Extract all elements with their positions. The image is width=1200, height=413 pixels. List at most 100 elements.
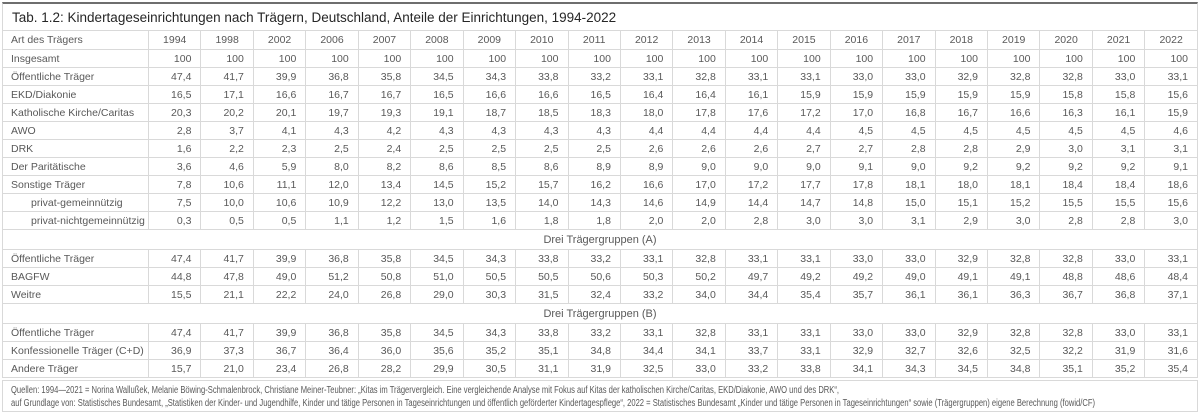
value-cell: 33,8 [515,323,569,342]
value-cell: 34,3 [882,359,936,378]
value-cell: 2,8 [882,139,936,158]
value-cell: 15,9 [829,85,884,104]
value-cell: 33,0 [829,249,884,268]
table-title: Tab. 1.2: Kindertageseinrichtungen nach … [2,2,1198,30]
year-header-cell: 2022 [1144,30,1198,50]
value-cell: 18,6 [1144,175,1198,194]
value-cell: 100 [934,49,989,68]
value-cell: 32,8 [986,323,1041,342]
value-cell: 9,2 [1091,157,1146,176]
value-cell: 16,5 [410,85,464,104]
value-cell: 33,1 [724,323,779,342]
value-cell: 33,1 [619,67,674,86]
value-cell: 32,9 [934,67,989,86]
value-cell: 15,5 [1091,193,1146,212]
value-cell: 16,5 [567,85,621,104]
value-cell: 33,2 [619,285,674,304]
value-cell: 2,8 [724,211,779,230]
value-cell: 4,4 [777,121,831,140]
value-cell: 51,0 [410,267,464,286]
value-cell: 15,7 [147,359,202,378]
value-cell: 31,6 [1144,341,1198,360]
value-cell: 31,5 [515,285,569,304]
value-cell: 17,2 [777,103,831,122]
value-cell: 49,0 [882,267,936,286]
value-cell: 2,9 [934,211,989,230]
value-cell: 32,9 [934,323,989,342]
value-cell: 4,5 [1091,121,1146,140]
value-cell: 1,5 [410,211,464,230]
value-cell: 2,6 [619,139,674,158]
value-cell: 18,7 [462,103,517,122]
value-cell: 16,6 [252,85,307,104]
section-header-row: Drei Trägergruppen (B) [2,303,1198,324]
value-cell: 1,1 [305,211,359,230]
year-header-cell: 2014 [724,30,779,50]
value-cell: 16,1 [1091,103,1146,122]
value-cell: 32,8 [1039,249,1093,268]
value-cell: 32,8 [672,249,726,268]
value-cell: 36,7 [1039,285,1093,304]
value-cell: 34,5 [934,359,989,378]
value-cell: 33,0 [882,323,936,342]
value-cell: 17,7 [777,175,831,194]
value-cell: 9,2 [1039,157,1093,176]
year-header-cell: 2016 [829,30,884,50]
value-cell: 4,3 [515,121,569,140]
value-cell: 35,4 [777,285,831,304]
row-label-cell: Öffentliche Träger [2,323,149,342]
value-cell: 47,4 [147,323,202,342]
value-cell: 32,8 [986,67,1041,86]
kita-traeger-table: Art des Trägers 1994 1998 2002 2006 2007 2008 2… [2,30,1198,378]
value-cell: 4,3 [567,121,621,140]
row-label-cell: Konfessionelle Träger (C+D) [2,341,149,360]
value-cell: 2,4 [357,139,412,158]
value-cell: 36,7 [252,341,307,360]
value-cell: 12,2 [357,193,412,212]
value-cell: 32,8 [672,323,726,342]
value-cell: 8,6 [410,157,464,176]
year-header-cell: 2010 [515,30,569,50]
value-cell: 33,2 [567,249,621,268]
value-cell: 15,1 [934,193,989,212]
value-cell: 2,9 [986,139,1041,158]
value-cell: 32,4 [567,285,621,304]
value-cell: 2,8 [934,139,989,158]
value-cell: 4,3 [305,121,359,140]
value-cell: 8,2 [357,157,412,176]
value-cell: 35,1 [515,341,569,360]
value-cell: 29,0 [410,285,464,304]
value-cell: 32,5 [619,359,674,378]
value-cell: 28,2 [357,359,412,378]
value-cell: 32,7 [882,341,936,360]
value-cell: 49,1 [934,267,989,286]
value-cell: 2,8 [1091,211,1146,230]
value-cell: 100 [1039,49,1093,68]
value-cell: 16,3 [1039,103,1093,122]
value-cell: 33,0 [672,359,726,378]
value-cell: 15,6 [1144,85,1198,104]
value-cell: 100 [410,49,464,68]
value-cell: 100 [567,49,621,68]
value-cell: 17,0 [672,175,726,194]
value-cell: 34,5 [410,67,464,86]
row-label-cell: privat-nichtgemeinnützig [2,211,149,230]
value-cell: 22,2 [252,285,307,304]
value-cell: 35,6 [410,341,464,360]
value-cell: 17,0 [829,103,884,122]
value-cell: 4,6 [1144,121,1198,140]
value-cell: 16,6 [986,103,1041,122]
value-cell: 33,2 [724,359,779,378]
value-cell: 12,0 [305,175,359,194]
value-cell: 18,0 [934,175,989,194]
value-cell: 31,9 [1091,341,1146,360]
value-cell: 50,8 [357,267,412,286]
table-row: Katholische Kirche/Caritas 20,3 20,2 20,1 19… [2,103,1198,122]
value-cell: 44,8 [147,267,202,286]
value-cell: 100 [672,49,726,68]
value-cell: 20,2 [200,103,254,122]
value-cell: 9,1 [1144,157,1198,176]
value-cell: 13,5 [462,193,517,212]
value-cell: 32,8 [986,249,1041,268]
